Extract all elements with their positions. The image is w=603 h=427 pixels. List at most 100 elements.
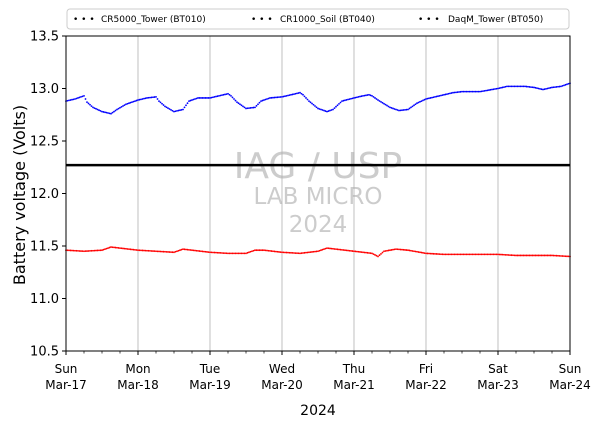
data-point (470, 253, 472, 256)
data-point (141, 249, 144, 252)
data-point (488, 253, 490, 256)
x-tick-label-date: Mar-23 (477, 378, 518, 392)
data-point (495, 87, 498, 90)
data-point (140, 98, 142, 101)
data-point (527, 85, 529, 88)
data-point (128, 248, 130, 251)
data-point (266, 249, 268, 252)
x-tick-label-date: Mar-22 (405, 378, 446, 392)
data-point (356, 96, 358, 99)
data-point (531, 86, 534, 89)
data-point (360, 251, 363, 254)
data-point (237, 252, 240, 255)
x-tick-label-date: Mar-24 (549, 378, 590, 392)
watermark-line-1: LAB MICRO (254, 184, 383, 210)
data-point (411, 250, 414, 252)
data-point (137, 99, 139, 101)
data-point (89, 103, 91, 106)
data-point (494, 88, 496, 90)
data-point (477, 253, 480, 256)
data-point (222, 93, 225, 96)
data-point (329, 109, 331, 112)
data-point (455, 253, 457, 256)
data-point (426, 97, 429, 100)
data-point (384, 103, 387, 106)
data-point (561, 84, 564, 87)
data-point (188, 100, 190, 102)
data-point (347, 249, 349, 252)
data-point (386, 249, 388, 252)
data-point (389, 249, 391, 252)
data-point (152, 250, 154, 252)
data-point (383, 102, 385, 105)
data-point (392, 107, 394, 110)
data-point (251, 106, 253, 109)
data-point (374, 97, 376, 99)
data-point (249, 250, 252, 253)
data-point (176, 110, 178, 112)
y-tick-label: 10.5 (30, 345, 59, 360)
data-point (455, 91, 457, 94)
data-point (86, 250, 88, 252)
data-point (167, 251, 169, 253)
data-point (398, 248, 400, 251)
data-point (344, 99, 346, 102)
data-point (161, 250, 163, 253)
data-point (408, 249, 411, 252)
data-point (203, 97, 205, 99)
data-point (185, 248, 187, 251)
data-point (87, 102, 90, 105)
data-point (530, 254, 532, 257)
data-point (98, 109, 100, 112)
data-point (555, 254, 558, 257)
data-point (152, 96, 154, 99)
data-point (519, 254, 522, 257)
data-point (279, 251, 282, 254)
data-point (95, 107, 97, 110)
data-point (318, 108, 321, 110)
data-point (486, 253, 489, 256)
data-point (452, 253, 454, 256)
data-point (518, 85, 520, 88)
data-point (269, 250, 271, 252)
data-point (515, 85, 517, 88)
data-point (339, 101, 342, 104)
data-point (144, 249, 147, 252)
data-point (533, 254, 535, 257)
data-point (224, 252, 226, 255)
data-point (521, 85, 523, 88)
data-point (303, 95, 306, 98)
data-point (72, 98, 75, 101)
data-point (129, 248, 132, 251)
data-point (249, 107, 252, 109)
data-point (150, 250, 153, 252)
data-point (528, 254, 531, 257)
data-point (257, 103, 259, 106)
data-point (435, 95, 438, 98)
data-point (123, 104, 126, 107)
data-point (339, 248, 342, 251)
data-point (344, 249, 346, 252)
data-point (290, 93, 292, 96)
data-point (437, 95, 439, 98)
data-point (441, 94, 444, 97)
x-tick-label-day: Mon (125, 362, 150, 376)
data-point (126, 102, 129, 105)
data-point (426, 252, 429, 255)
data-point (122, 247, 124, 250)
data-point (335, 105, 337, 108)
data-point (366, 251, 369, 254)
data-point (231, 96, 234, 99)
data-point (363, 94, 366, 97)
data-point (240, 252, 243, 255)
x-tick-label-day: Sun (55, 362, 78, 376)
data-point (108, 246, 111, 249)
data-point (444, 253, 447, 256)
data-point (434, 96, 436, 98)
data-point (222, 252, 225, 254)
data-point (462, 90, 465, 93)
data-point (134, 100, 136, 102)
data-point (263, 249, 265, 252)
data-point (315, 106, 318, 109)
